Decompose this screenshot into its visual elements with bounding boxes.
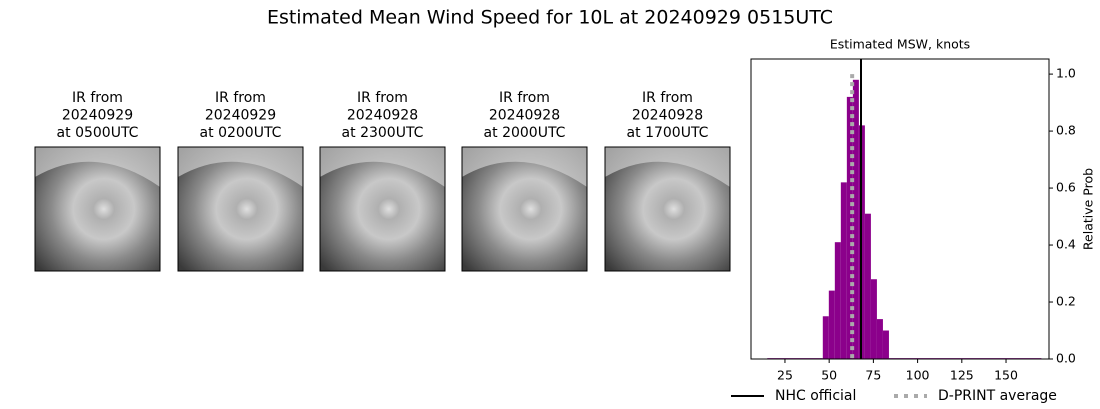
panel-title: 20240928 [632,108,703,124]
panel-title: IR from [357,90,408,106]
bar [876,319,883,359]
y-tick-label: 0.4 [1056,237,1076,252]
image-frame [34,146,161,272]
bar [822,316,829,359]
image-frame [604,146,731,272]
image-frame [461,146,588,272]
y-tick-label: 0.6 [1056,180,1076,195]
panel-title: at 0500UTC [57,125,139,141]
x-tick-label: 150 [994,368,1018,383]
y-tick-label: 0.2 [1056,294,1076,309]
bar [834,242,841,359]
figure-title: Estimated Mean Wind Speed for 10L at 202… [267,7,833,29]
y-tick-label: 1.0 [1056,66,1076,81]
cloud-band [605,147,730,187]
panel-title: 20240928 [489,108,560,124]
bar [840,182,847,359]
panel-title: IR from [642,90,693,106]
bar [828,290,835,359]
x-tick-label: 100 [906,368,930,383]
panel-title: 20240929 [205,108,276,124]
bar [852,79,859,359]
y-tick-label: 0.8 [1056,123,1076,138]
x-tick-label: 50 [821,368,837,383]
cloud-band [178,147,303,187]
y-tick-label: 0.0 [1056,351,1076,366]
chart-title: Estimated MSW, knots [830,37,970,52]
x-tick-label: 125 [950,368,974,383]
panel-title: at 1700UTC [627,125,709,141]
image-frame [177,146,304,272]
panel-title: at 2300UTC [342,125,424,141]
panel-title: IR from [499,90,550,106]
plot-frame [750,58,1050,360]
legend-label: D-PRINT average [938,388,1057,404]
panel-title: 20240929 [62,108,133,124]
cloud-band [35,147,160,187]
x-tick-label: 25 [777,368,793,383]
panel-title: IR from [72,90,123,106]
cloud-band [320,147,445,187]
cloud-band [462,147,587,187]
panel-title: 20240928 [347,108,418,124]
panel-title: at 0200UTC [200,125,282,141]
bar [870,279,877,359]
image-frame [319,146,446,272]
bar [882,330,889,359]
bar [864,213,871,359]
panel-title: at 2000UTC [484,125,566,141]
legend-label: NHC official [775,388,856,404]
panel-title: IR from [215,90,266,106]
x-tick-label: 75 [865,368,881,383]
y-axis-label: Relative Prob [1081,168,1096,250]
bar [846,96,853,360]
